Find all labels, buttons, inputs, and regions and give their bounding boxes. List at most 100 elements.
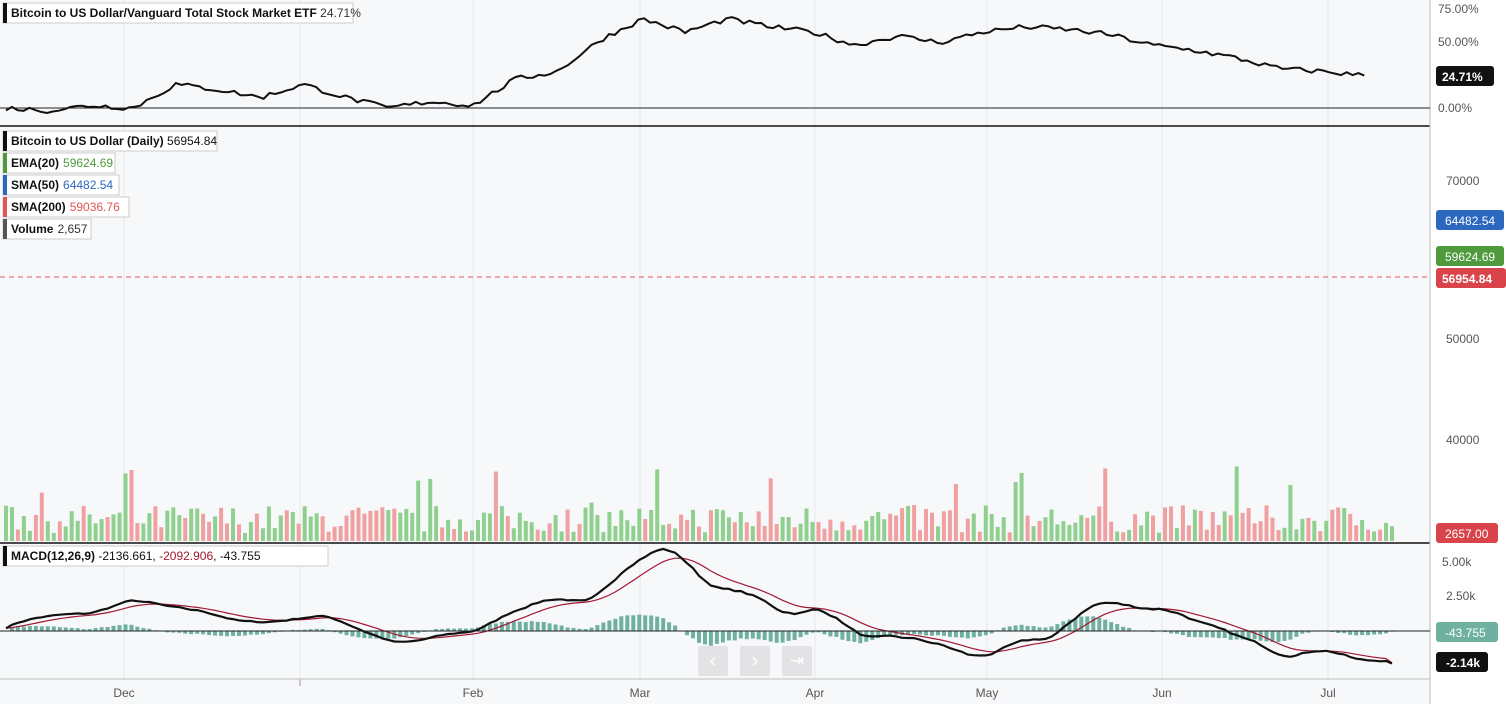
volume-bar	[350, 510, 355, 541]
skip-end-icon[interactable]: ⇥	[782, 646, 812, 676]
macd-histogram-bar	[816, 631, 821, 633]
macd-histogram-bar	[266, 631, 271, 634]
volume-bar	[476, 519, 480, 541]
macd-histogram-bar	[947, 631, 952, 637]
volume-bar	[989, 514, 994, 541]
volume-bar	[583, 507, 588, 541]
volume-bar	[1300, 518, 1305, 541]
price-tick: 70000	[1446, 174, 1480, 188]
macd-histogram-bar	[720, 631, 725, 643]
macd-histogram-bar	[1198, 631, 1203, 638]
macd-histogram-bar	[308, 629, 313, 631]
price-label: Bitcoin to US Dollar (Daily) 56954.84	[2, 130, 218, 152]
macd-histogram-bar	[798, 631, 803, 638]
macd-histogram-bar	[1103, 619, 1108, 631]
volume-bar	[1067, 524, 1072, 541]
macd-histogram-bar	[882, 631, 887, 637]
macd-histogram-bar	[201, 631, 206, 635]
volume-bar	[637, 508, 642, 541]
chevron-left-icon[interactable]: ‹	[698, 646, 728, 676]
volume-bar	[619, 510, 624, 541]
macd-histogram-bar	[571, 627, 576, 631]
volume-bar	[1192, 509, 1197, 541]
macd-histogram-bar	[33, 626, 38, 631]
volume-bar	[1252, 523, 1257, 541]
volume-bar	[983, 505, 988, 541]
macd-histogram-bar	[505, 621, 510, 631]
macd-histogram-bar	[1192, 631, 1197, 638]
volume-bar	[953, 484, 958, 541]
chevron-right-icon[interactable]: ›	[740, 646, 770, 676]
macd-histogram-bar	[1222, 631, 1227, 638]
volume-bar	[762, 525, 767, 541]
macd-histogram-bar	[810, 631, 815, 633]
volume-bar	[33, 514, 38, 541]
macd-histogram-bar	[320, 628, 325, 631]
macd-histogram-bar	[165, 631, 170, 633]
volume-bar	[117, 512, 122, 541]
macd-histogram-bar	[147, 628, 152, 631]
ratio-last-badge: 24.71%	[1436, 66, 1494, 86]
x-tick: Dec	[113, 686, 134, 700]
ratio-tick: 50.00%	[1438, 35, 1479, 49]
macd-histogram-bar	[1127, 627, 1132, 631]
svg-text:56954.84: 56954.84	[1442, 272, 1492, 286]
macd-histogram-bar	[1228, 631, 1233, 640]
volume-bar	[840, 521, 845, 541]
macd-histogram-bar	[577, 628, 582, 631]
macd-histogram-bar	[1210, 631, 1215, 638]
macd-histogram-bar	[404, 631, 409, 636]
volume-bar	[750, 526, 755, 541]
volume-bar	[918, 530, 922, 541]
macd-histogram-bar	[380, 631, 385, 640]
volume-bar	[422, 531, 427, 541]
volume-bar	[332, 526, 337, 541]
volume-bar	[870, 516, 875, 541]
macd-histogram-bar	[661, 618, 666, 631]
macd-histogram-bar	[177, 631, 182, 633]
volume-bar	[906, 505, 911, 541]
macd-histogram-bar	[290, 629, 295, 631]
macd-histogram-bar	[344, 631, 349, 636]
volume-bar	[649, 510, 654, 541]
volume-bar	[565, 509, 570, 541]
volume-bar	[1121, 532, 1126, 541]
volume-bar	[941, 511, 946, 541]
price-badge: 56954.84	[1436, 268, 1506, 288]
volume-bar	[673, 528, 678, 541]
macd-histogram-bar	[1109, 622, 1114, 631]
macd-histogram-bar	[912, 631, 917, 634]
macd-histogram-bar	[487, 623, 492, 631]
macd-histogram-bar	[553, 624, 558, 631]
macd-histogram-bar	[613, 618, 618, 631]
macd-histogram-bar	[416, 631, 421, 634]
volume-bar	[1198, 510, 1203, 541]
svg-text:64482.54: 64482.54	[1445, 214, 1495, 228]
volume-bar	[780, 516, 785, 541]
volume-bar	[87, 514, 92, 541]
ratio-axis: 75.00% 50.00% 0.00%	[1438, 2, 1479, 115]
macd-histogram-bar	[69, 627, 74, 631]
macd-histogram-bar	[517, 621, 522, 631]
macd-histogram-bar	[511, 621, 516, 631]
volume-bar	[225, 523, 229, 541]
volume-bar	[290, 512, 295, 541]
macd-histogram-bar	[440, 628, 445, 631]
volume-bar	[1318, 531, 1323, 541]
macd-histogram-bar	[63, 627, 68, 631]
volume-bar	[1240, 512, 1245, 541]
x-tick: May	[976, 686, 999, 700]
macd-histogram-bar	[260, 631, 265, 635]
volume-bar	[535, 529, 540, 541]
volume-bar	[344, 515, 349, 541]
volume-bar	[1246, 508, 1251, 541]
macd-histogram-bar	[1013, 625, 1018, 631]
macd-histogram-bar	[953, 631, 958, 638]
macd-histogram-bar	[589, 627, 594, 631]
macd-histogram-bar	[1025, 626, 1030, 631]
volume-bar	[529, 522, 534, 541]
volume-bar	[965, 518, 970, 541]
macd-histogram-bar	[965, 631, 970, 639]
volume-bar	[57, 521, 62, 541]
macd-histogram-bar	[1216, 631, 1221, 639]
